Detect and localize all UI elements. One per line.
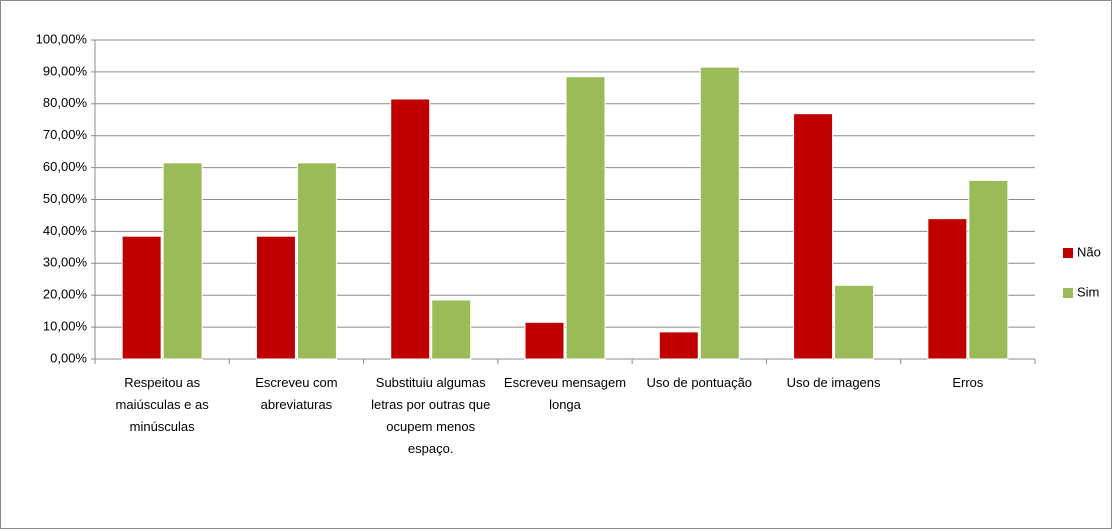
y-tick-label: 10,00% [43, 319, 88, 334]
x-tick-label: Uso de pontuação [646, 375, 753, 390]
x-tick-label: Escreveu mensagem longa [503, 375, 627, 412]
y-tick-label: 30,00% [43, 255, 88, 270]
bar [162, 162, 203, 360]
x-tick-label: Erros [952, 375, 984, 390]
bar [793, 113, 834, 360]
bar [565, 76, 606, 360]
bar [431, 299, 472, 360]
x-tick-label: Substituiu algumas letras por outras que… [371, 375, 491, 456]
y-tick-label: 100,00% [36, 31, 88, 46]
y-tick-label: 20,00% [43, 287, 88, 302]
y-tick-label: 40,00% [43, 223, 88, 238]
y-tick-label: 80,00% [43, 95, 88, 110]
legend-swatch [1063, 248, 1073, 258]
bar [296, 162, 337, 360]
bar [699, 66, 740, 360]
y-tick-label: 90,00% [43, 63, 88, 78]
y-tick-label: 0,00% [50, 350, 87, 365]
x-tick-label: Respeitou as maiúsculas e as minúsculas [115, 375, 209, 434]
bar [927, 218, 968, 360]
bar [834, 284, 875, 360]
bar [658, 331, 699, 360]
x-tick-label: Uso de imagens [786, 375, 881, 390]
legend-label: Não [1077, 244, 1101, 259]
bar [121, 235, 162, 360]
bar [255, 235, 296, 360]
legend-swatch [1063, 288, 1073, 298]
y-tick-label: 70,00% [43, 127, 88, 142]
bar [390, 98, 431, 360]
legend-label: Sim [1077, 284, 1099, 299]
bar [524, 321, 565, 360]
y-tick-label: 50,00% [43, 191, 88, 206]
y-tick-label: 60,00% [43, 159, 88, 174]
bar [968, 179, 1009, 360]
x-tick-label: Escreveu com abreviaturas [255, 375, 338, 412]
